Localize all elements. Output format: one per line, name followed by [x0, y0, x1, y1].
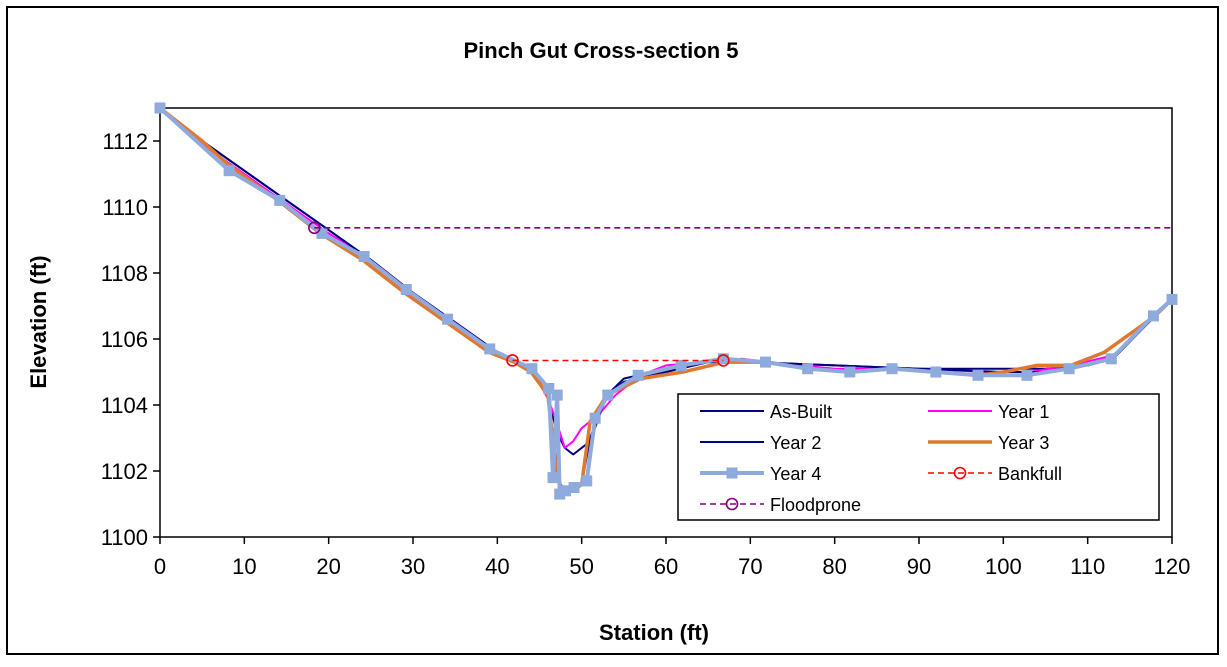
x-tick-label: 10: [232, 554, 256, 579]
data-point: [358, 251, 370, 262]
series-line-year-4: [158, 106, 1174, 497]
legend-label: As-Built: [770, 402, 832, 422]
x-tick-label: 30: [401, 554, 425, 579]
data-point: [547, 472, 559, 484]
data-point: [930, 366, 942, 378]
y-tick-label: 1112: [102, 129, 148, 154]
legend-marker: [953, 466, 967, 480]
data-point: [274, 194, 286, 206]
data-point: [442, 313, 454, 325]
legend-entry-year-2: Year 2: [700, 433, 821, 453]
data-point: [632, 369, 644, 381]
legend-label: Bankfull: [998, 464, 1062, 484]
legend-label: Year 3: [998, 433, 1049, 453]
x-axis-title: Station (ft): [599, 620, 709, 645]
legend-label: Year 4: [770, 464, 821, 484]
x-tick-label: 120: [1154, 554, 1191, 579]
legend-label: Year 1: [998, 402, 1049, 422]
legend-label: Year 2: [770, 433, 821, 453]
legend-entry-year-4: Year 4: [700, 464, 821, 484]
x-tick-label: 80: [822, 554, 846, 579]
data-point: [316, 227, 328, 239]
legend-label: Floodprone: [770, 495, 861, 515]
series-layer: [154, 102, 1178, 500]
x-tick-label: 110: [1070, 554, 1105, 579]
legend-entry-year-3: Year 3: [928, 433, 1049, 453]
x-tick-label: 60: [654, 554, 678, 579]
y-tick-label: 1106: [101, 327, 148, 352]
data-point: [400, 284, 412, 295]
data-point: [802, 363, 814, 375]
data-point: [1147, 310, 1159, 322]
x-tick-label: 70: [738, 554, 762, 579]
legend-entry-bankfull: Bankfull: [928, 464, 1062, 484]
y-axis-ticks: 1100 1102 1104 1106 1108 1110 1112: [101, 129, 160, 550]
legend-entry-floodprone: Floodprone: [700, 495, 861, 515]
x-axis-ticks: 0 10 20 30 40 50 60 70 80 90 100 110 120: [154, 537, 1190, 579]
data-point: [551, 389, 563, 401]
x-tick-label: 0: [154, 554, 166, 579]
series-floodprone: [308, 221, 1172, 235]
data-point: [581, 475, 593, 487]
data-point: [1166, 293, 1178, 305]
x-tick-label: 100: [985, 554, 1022, 579]
x-tick-label: 90: [907, 554, 931, 579]
data-point: [886, 363, 898, 375]
data-point: [589, 412, 601, 424]
y-axis-title: Elevation (ft): [26, 255, 51, 388]
data-point: [1105, 353, 1117, 365]
data-point: [484, 343, 496, 355]
y-tick-label: 1110: [102, 195, 148, 220]
legend-marker: [726, 467, 738, 479]
data-point: [543, 383, 555, 394]
y-tick-label: 1104: [101, 393, 148, 418]
data-point: [308, 221, 321, 235]
legend: As-Built Year 1 Year 2 Year 3 Year 4 Bankfull…: [677, 393, 1160, 521]
legend-marker: [725, 497, 739, 511]
y-tick-label: 1100: [101, 525, 148, 550]
legend-entry-as-built: As-Built: [700, 402, 832, 422]
series-year-4: [154, 102, 1178, 500]
data-point: [526, 363, 538, 375]
legend-entry-year-1: Year 1: [928, 402, 1049, 422]
series-bankfull: [506, 354, 730, 367]
y-tick-label: 1108: [101, 261, 148, 286]
data-point: [154, 102, 166, 114]
data-point: [1021, 369, 1033, 381]
data-point: [972, 369, 984, 381]
data-point: [506, 354, 519, 367]
x-tick-label: 20: [316, 554, 340, 579]
data-point: [717, 354, 730, 367]
data-point: [1063, 363, 1075, 375]
chart-title: Pinch Gut Cross-section 5: [463, 38, 738, 63]
data-point: [675, 359, 687, 371]
data-point: [760, 356, 772, 368]
data-point: [223, 165, 235, 177]
data-point: [844, 366, 856, 378]
data-point: [602, 389, 614, 401]
y-tick-label: 1102: [101, 459, 148, 484]
x-tick-label: 40: [485, 554, 509, 579]
legend-box: [677, 393, 1160, 521]
data-point: [568, 482, 580, 493]
x-tick-label: 50: [569, 554, 593, 579]
